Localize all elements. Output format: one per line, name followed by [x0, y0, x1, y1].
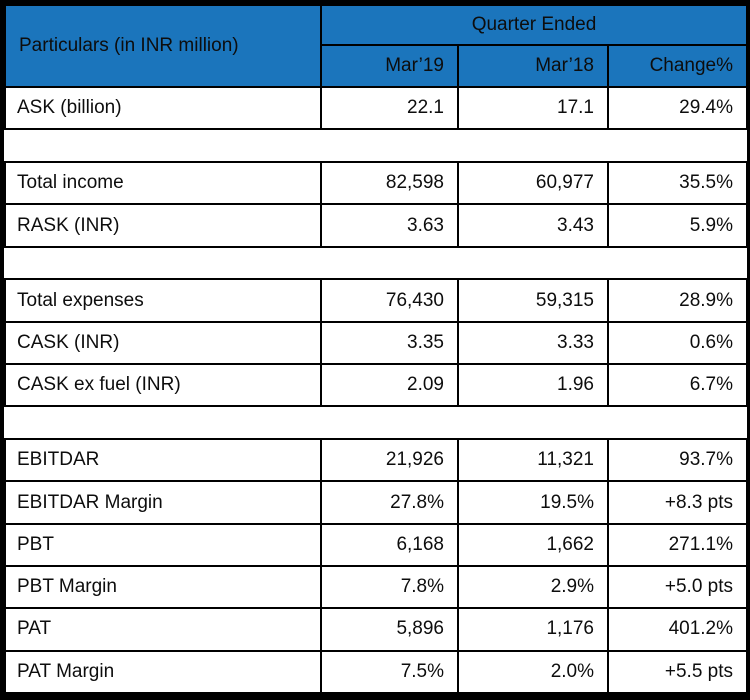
spacer-row: [5, 245, 748, 281]
value-mar19-cell: 6,168: [320, 522, 459, 568]
value-mar19-cell: 7.5%: [320, 649, 459, 695]
row-label-cell: ASK (billion): [4, 85, 322, 131]
particulars-header: Particulars (in INR million): [4, 4, 322, 88]
value-mar19-cell: 82,598: [320, 161, 459, 206]
value-change-cell: +5.5 pts: [606, 649, 749, 695]
row-label-cell: RASK (INR): [4, 203, 322, 248]
row-label-cell: PBT Margin: [4, 565, 322, 610]
value-mar18-cell: 2.9%: [457, 565, 609, 610]
value-change-cell: 28.9%: [606, 278, 749, 323]
value-mar19-cell: 22.1: [320, 85, 459, 131]
quarter-ended-header: Quarter Ended: [319, 4, 749, 46]
row-label-cell: EBITDAR: [4, 438, 322, 483]
col-header-mar18: Mar’18: [457, 44, 609, 88]
value-mar18-cell: 2.0%: [457, 649, 609, 695]
value-change-cell: 0.6%: [606, 320, 749, 366]
value-mar19-cell: 76,430: [320, 278, 459, 323]
table-row: Total income 82,598 60,977 35.5%: [4, 161, 749, 206]
value-mar19-cell: 7.8%: [320, 565, 459, 610]
value-mar19-cell: 3.35: [320, 320, 459, 366]
value-mar18-cell: 60,977: [457, 161, 609, 206]
table-row: Total expenses 76,430 59,315 28.9%: [4, 278, 749, 323]
table-row: EBITDAR Margin 27.8% 19.5% +8.3 pts: [4, 480, 749, 525]
value-change-cell: 6.7%: [606, 363, 749, 408]
table-body: ASK (billion) 22.1 17.1 29.4% Total income 82…: [4, 85, 749, 695]
value-mar18-cell: 17.1: [457, 85, 609, 131]
value-change-cell: 271.1%: [606, 522, 749, 568]
table-header: Particulars (in INR million) Quarter End…: [4, 4, 749, 88]
spacer-cell: [5, 405, 748, 441]
table-row: PBT Margin 7.8% 2.9% +5.0 pts: [4, 565, 749, 610]
value-mar18-cell: 3.33: [457, 320, 609, 366]
table-row: CASK (INR) 3.35 3.33 0.6%: [4, 320, 749, 366]
spacer-row: [5, 128, 748, 164]
value-mar19-cell: 5,896: [320, 607, 459, 652]
spacer-cell: [5, 128, 748, 164]
table-row: PAT Margin 7.5% 2.0% +5.5 pts: [4, 649, 749, 695]
value-change-cell: +5.0 pts: [606, 565, 749, 610]
row-label-cell: CASK (INR): [4, 320, 322, 366]
value-change-cell: 35.5%: [606, 161, 749, 206]
value-change-cell: 5.9%: [606, 203, 749, 248]
table-row: CASK ex fuel (INR) 2.09 1.96 6.7%: [4, 363, 749, 408]
quarterly-results-table: Particulars (in INR million) Quarter End…: [4, 4, 749, 695]
table-row: EBITDAR 21,926 11,321 93.7%: [4, 438, 749, 483]
row-label-cell: PAT Margin: [4, 649, 322, 695]
value-mar19-cell: 3.63: [320, 203, 459, 248]
value-mar18-cell: 19.5%: [457, 480, 609, 525]
value-change-cell: 93.7%: [606, 438, 749, 483]
value-mar18-cell: 1.96: [457, 363, 609, 408]
row-label-cell: CASK ex fuel (INR): [4, 363, 322, 408]
value-change-cell: 29.4%: [606, 85, 749, 131]
value-mar18-cell: 3.43: [457, 203, 609, 248]
value-mar19-cell: 2.09: [320, 363, 459, 408]
value-mar19-cell: 27.8%: [320, 480, 459, 525]
table-row: PBT 6,168 1,662 271.1%: [4, 522, 749, 568]
row-label-cell: Total expenses: [4, 278, 322, 323]
row-label-cell: EBITDAR Margin: [4, 480, 322, 525]
col-header-mar19: Mar’19: [320, 44, 459, 88]
row-label-cell: Total income: [4, 161, 322, 206]
value-mar18-cell: 59,315: [457, 278, 609, 323]
value-mar18-cell: 1,662: [457, 522, 609, 568]
value-change-cell: +8.3 pts: [606, 480, 749, 525]
spacer-cell: [5, 245, 748, 281]
table-row: ASK (billion) 22.1 17.1 29.4%: [4, 85, 749, 131]
value-change-cell: 401.2%: [606, 607, 749, 652]
header-columns-row: Mar’19 Mar’18 Change%: [5, 44, 749, 88]
row-label-cell: PBT: [4, 522, 322, 568]
table-row: RASK (INR) 3.63 3.43 5.9%: [4, 203, 749, 248]
value-mar18-cell: 11,321: [457, 438, 609, 483]
spacer-row: [5, 405, 748, 441]
table-row: PAT 5,896 1,176 401.2%: [4, 607, 749, 652]
value-mar18-cell: 1,176: [457, 607, 609, 652]
row-label-cell: PAT: [4, 607, 322, 652]
header-group-row: Particulars (in INR million) Quarter End…: [4, 4, 749, 88]
col-header-change: Change%: [606, 44, 749, 88]
value-mar19-cell: 21,926: [320, 438, 459, 483]
